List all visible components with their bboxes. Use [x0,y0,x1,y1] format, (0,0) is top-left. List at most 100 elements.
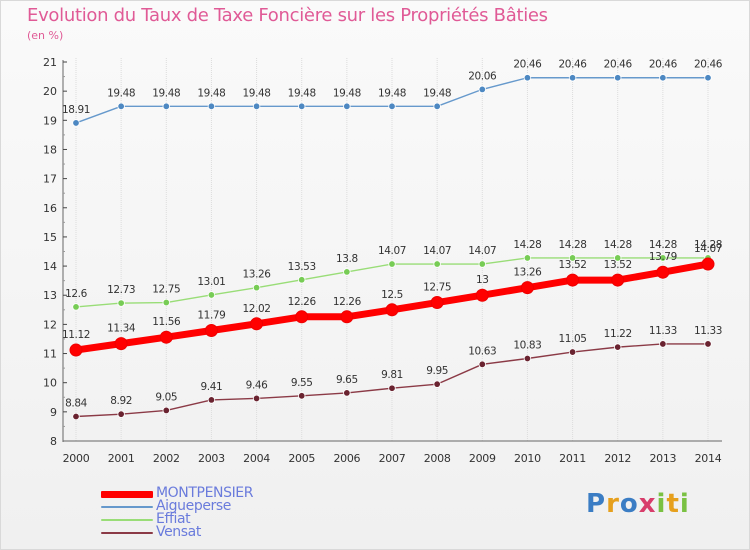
data-point-vensat [524,355,531,362]
data-label-effiat: 14.07 [423,245,451,257]
y-tick-label: 19 [43,114,57,127]
data-label-effiat: 13.26 [243,269,272,281]
data-point-vensat [118,411,125,418]
data-point-vensat [73,413,80,420]
y-tick-label: 17 [43,173,57,186]
data-point-effiat [389,261,396,268]
x-tick-label: 2002 [153,452,180,465]
data-point-aigueperse [569,74,576,81]
data-point-montpensier [612,274,624,286]
data-point-vensat [479,361,486,368]
data-label-effiat: 12.73 [107,284,135,296]
data-label-vensat: 10.83 [513,339,541,351]
data-label-vensat: 9.65 [336,374,358,386]
data-label-montpensier: 14.07 [694,243,722,255]
data-point-vensat [344,390,351,397]
logo-letter: P [586,489,606,519]
data-label-montpensier: 12.02 [243,303,271,315]
legend-swatch [101,506,153,508]
data-label-montpensier: 11.34 [107,323,136,335]
data-label-effiat: 14.28 [513,239,541,251]
y-tick-label: 10 [43,377,57,390]
data-point-effiat [253,284,260,291]
data-label-vensat: 9.41 [201,381,223,393]
data-label-vensat: 10.63 [468,345,496,357]
data-point-aigueperse [660,74,667,81]
data-label-aigueperse: 20.06 [468,70,497,82]
y-tick-label: 14 [43,260,57,273]
x-tick-label: 2003 [198,452,225,465]
line-chart: 2000 2001 2002 2003 2004 2005 2006 2007 2008 2009… [1,1,749,549]
data-label-aigueperse: 20.46 [604,59,633,71]
data-point-montpensier [296,311,308,323]
data-label-montpensier: 12.26 [333,296,362,308]
data-label-effiat: 14.28 [559,239,587,251]
logo-letter: i [657,489,667,519]
data-point-montpensier [341,311,353,323]
logo-letter: x [639,489,657,519]
data-point-aigueperse [614,74,621,81]
data-point-vensat [253,395,260,402]
data-label-aigueperse: 20.46 [513,59,542,71]
data-label-montpensier: 13.79 [649,251,677,263]
y-tick-label: 13 [43,289,57,302]
data-point-effiat [118,300,125,307]
data-label-montpensier: 12.5 [381,289,403,301]
proxiti-logo: Proxiti [586,489,690,519]
x-tick-label: 2011 [559,452,586,465]
data-label-aigueperse: 19.48 [152,87,180,99]
data-label-montpensier: 11.79 [197,310,225,322]
data-label-effiat: 14.07 [378,245,406,257]
logo-letter: o [620,489,639,519]
legend-label: Vensat [156,524,201,540]
data-label-aigueperse: 19.48 [423,87,451,99]
data-point-effiat [208,292,215,299]
data-label-montpensier: 12.75 [423,282,451,294]
data-point-montpensier [476,289,488,301]
data-label-aigueperse: 19.48 [333,87,361,99]
data-point-aigueperse [163,103,170,110]
data-label-aigueperse: 20.46 [649,59,678,71]
data-label-effiat: 12.6 [65,288,87,300]
data-label-effiat: 13.8 [336,253,358,265]
x-tick-label: 2010 [514,452,541,465]
data-point-aigueperse [434,103,441,110]
data-point-montpensier [205,325,217,337]
x-tick-label: 2014 [695,452,722,465]
data-point-montpensier [702,258,714,270]
data-label-aigueperse: 19.48 [243,87,271,99]
data-point-aigueperse [705,74,712,81]
data-label-vensat: 8.92 [110,395,132,407]
data-point-montpensier [567,274,579,286]
y-tick-label: 9 [50,406,57,419]
data-label-vensat: 9.46 [246,379,268,391]
data-label-montpensier: 13.52 [559,259,587,271]
data-point-effiat [344,269,351,276]
data-label-aigueperse: 20.46 [694,59,723,71]
data-label-vensat: 11.05 [559,333,587,345]
data-point-vensat [614,344,621,351]
data-point-montpensier [70,344,82,356]
data-point-aigueperse [344,103,351,110]
data-point-effiat [479,261,486,268]
data-point-montpensier [115,338,127,350]
legend-swatch [101,519,153,521]
data-label-aigueperse: 20.46 [559,59,588,71]
data-point-vensat [389,385,396,392]
data-point-effiat [434,261,441,268]
x-tick-label: 2013 [649,452,676,465]
data-point-montpensier [431,297,443,309]
data-point-vensat [569,349,576,356]
data-label-vensat: 11.33 [694,325,722,337]
data-label-montpensier: 11.12 [62,329,90,341]
data-label-effiat: 14.28 [604,239,632,251]
data-label-vensat: 11.22 [604,328,632,340]
y-tick-label: 20 [43,85,57,98]
data-label-vensat: 9.55 [291,377,313,389]
data-label-effiat: 14.07 [468,245,496,257]
data-label-aigueperse: 18.91 [62,104,90,116]
y-tick-label: 11 [43,348,57,361]
data-point-aigueperse [118,103,125,110]
x-tick-label: 2004 [243,452,270,465]
y-tick-label: 16 [43,202,57,215]
